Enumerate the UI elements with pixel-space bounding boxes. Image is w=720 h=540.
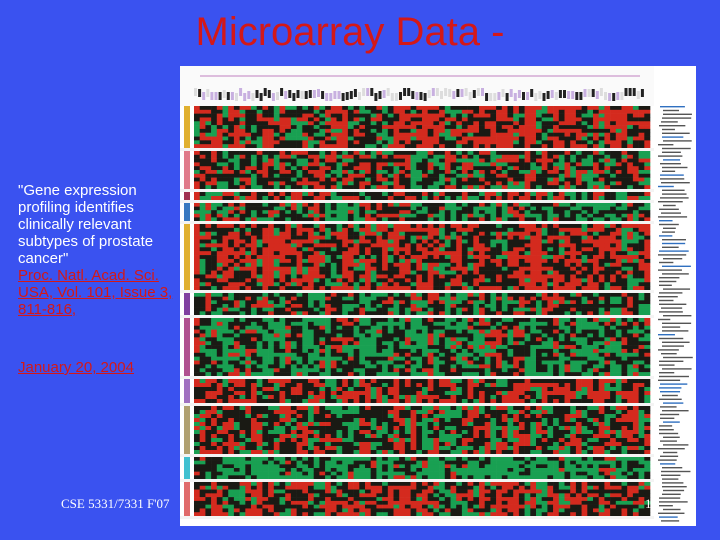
- date-link[interactable]: January 20, 2004: [18, 359, 134, 376]
- citation-link[interactable]: Proc. Natl. Acad. Sci. USA, Vol. 101, Is…: [18, 267, 173, 318]
- heatmap-matrix: [180, 106, 654, 519]
- footer-course: CSE 5331/7331 F'07: [61, 496, 170, 511]
- citation-block: "Gene expression profiling identifies cl…: [18, 182, 178, 318]
- paper-title: "Gene expression profiling identifies cl…: [18, 182, 154, 267]
- microarray-heatmap-figure: [180, 66, 696, 526]
- page-number: 1: [645, 496, 652, 511]
- gene-labels-column: [658, 106, 693, 522]
- slide-title: Microarray Data -: [195, 10, 505, 54]
- heatmap-header: [180, 66, 654, 106]
